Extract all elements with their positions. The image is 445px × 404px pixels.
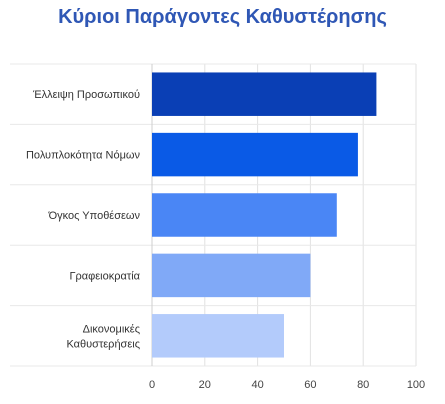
category-label: Καθυστερήσεις <box>66 338 140 350</box>
bar <box>152 253 311 298</box>
bar <box>152 193 337 237</box>
category-label: Όγκος Υποθέσεων <box>48 210 141 222</box>
x-tick-label: 100 <box>407 379 425 391</box>
bar <box>152 72 377 116</box>
category-label: Πολυπλοκότητα Νόμων <box>26 150 141 162</box>
x-tick-label: 80 <box>357 379 369 391</box>
x-tick-label: 20 <box>199 379 211 391</box>
chart-title: Κύριοι Παράγοντες Καθυστέρησης <box>58 6 387 28</box>
bar <box>152 314 284 358</box>
x-tick-label: 40 <box>251 379 263 391</box>
category-label: Δικονομικές <box>83 323 140 335</box>
x-tick-label: 60 <box>304 379 316 391</box>
category-label: Έλλειψη Προσωπικού <box>32 89 140 101</box>
category-label: Γραφειοκρατία <box>69 270 140 282</box>
x-tick-label: 0 <box>149 379 155 391</box>
bar <box>152 132 358 177</box>
